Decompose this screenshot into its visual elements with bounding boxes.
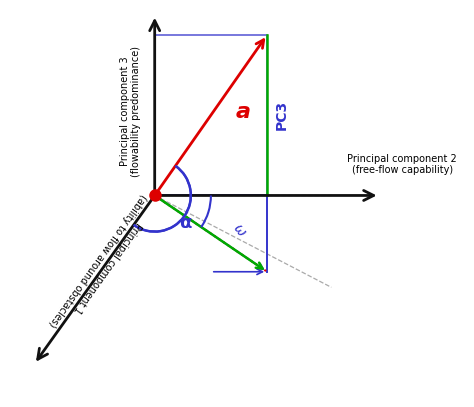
Text: a: a	[236, 102, 251, 122]
Text: Principal component 3
(flowability predominance): Principal component 3 (flowability predo…	[120, 46, 141, 177]
Text: Principal component 1
(ability to flow around obstacles): Principal component 1 (ability to flow a…	[47, 192, 158, 335]
Text: α: α	[179, 214, 191, 232]
Text: PC3: PC3	[275, 100, 289, 130]
Text: Principal component 2
(free-flow capability): Principal component 2 (free-flow capabil…	[347, 154, 457, 175]
Text: ω: ω	[231, 221, 249, 239]
